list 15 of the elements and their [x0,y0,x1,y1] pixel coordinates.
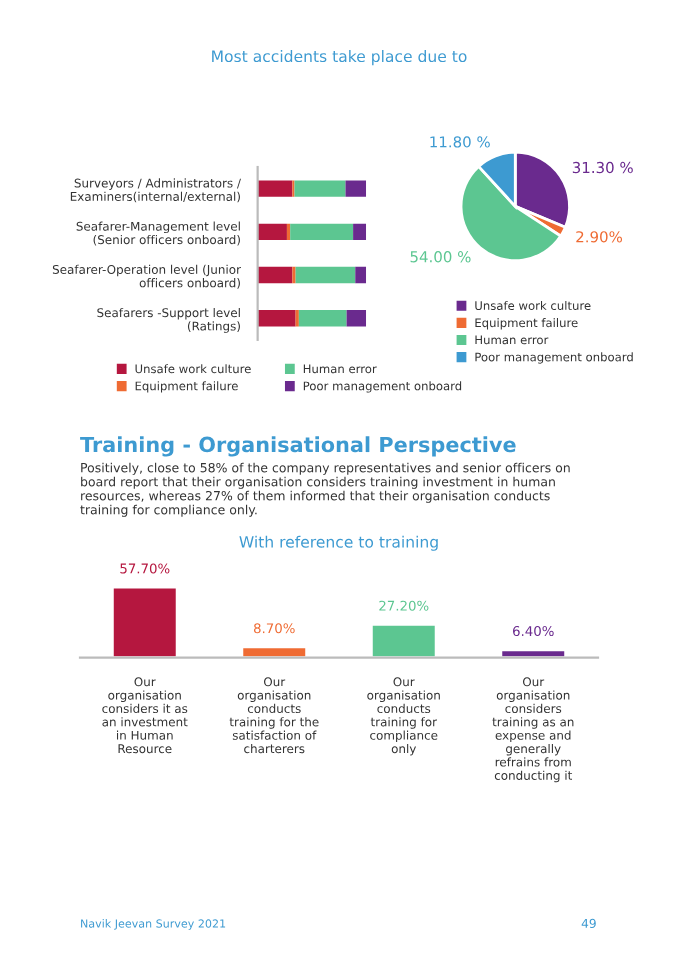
bar [257,180,293,197]
bar [294,180,346,197]
bar [257,266,293,284]
bar [290,223,354,241]
bar [257,310,296,327]
bar [345,180,367,197]
bar [257,223,287,241]
bar [353,223,367,241]
bar [355,266,367,284]
bar [295,266,356,284]
text: Training - Organisational Perspective [80,436,516,457]
bar [346,310,367,327]
bar [369,623,438,658]
bar [110,585,179,658]
bar [298,310,347,327]
